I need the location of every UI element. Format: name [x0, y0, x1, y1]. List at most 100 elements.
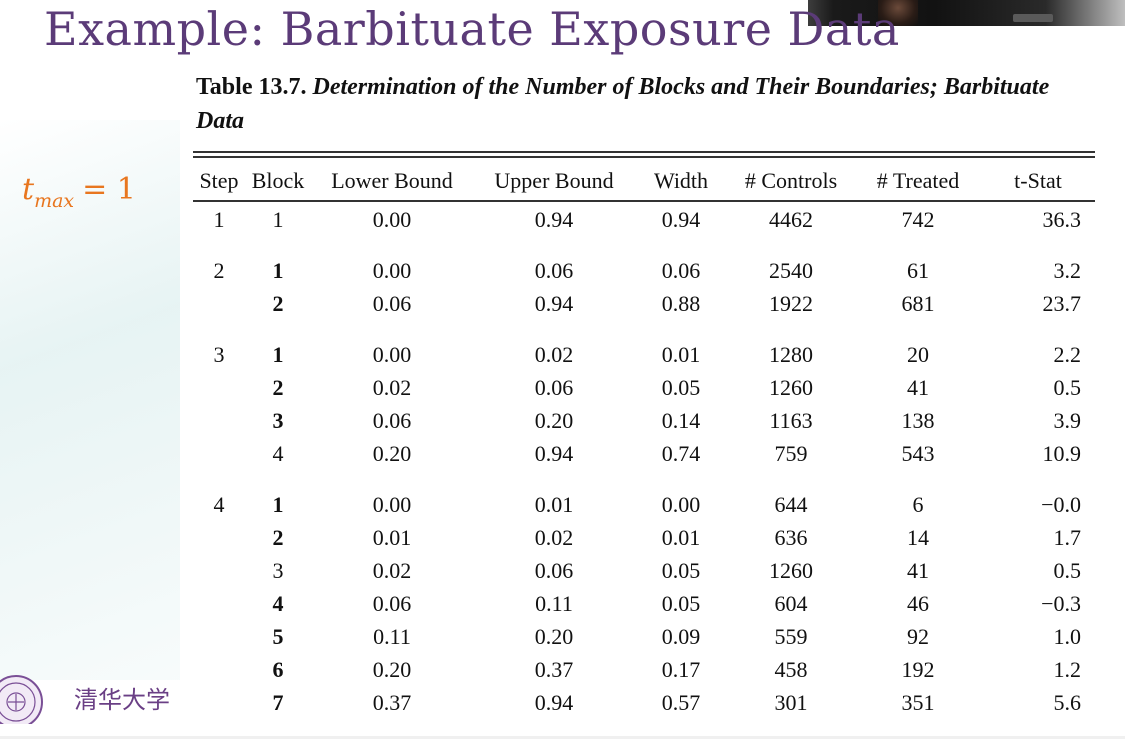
cell-lower-bound: 0.06 [372, 590, 412, 616]
cell-step [193, 437, 245, 470]
cell-width: 0.88 [661, 290, 701, 316]
cell-block: 2 [272, 290, 284, 316]
cell-t-stat: 3.2 [1053, 257, 1082, 283]
cell-treated: 92 [907, 623, 929, 649]
cell-upper-bound: 0.37 [534, 656, 574, 682]
cell-lower-bound: 0.37 [372, 689, 412, 715]
cell-width: 0.06 [661, 257, 701, 283]
cell-t-stat: 36.3 [1042, 206, 1082, 232]
cell-block: 1 [272, 257, 284, 283]
formula-subscript: max [34, 190, 75, 212]
cell-treated: 192 [901, 656, 935, 682]
cell-t-stat: 1.2 [1053, 656, 1082, 682]
cell-lower-bound: 0.20 [372, 656, 412, 682]
table-row: 6 0.20 0.37 0.17 458 192 1.2 [193, 653, 1095, 686]
table-row: 4 0.20 0.94 0.74 759 543 10.9 [193, 437, 1095, 470]
cell-block: 4 [272, 590, 284, 616]
cell-block: 3 [272, 557, 284, 583]
cell-t-stat: 1.0 [1053, 623, 1082, 649]
cell-width: 0.57 [661, 689, 701, 715]
cell-step [193, 371, 245, 404]
table-row: 4 1 0.00 0.01 0.00 644 6 −0.0 [193, 488, 1095, 521]
cell-upper-bound: 0.11 [535, 590, 573, 616]
cell-upper-bound: 0.02 [534, 524, 574, 550]
cell-lower-bound: 0.06 [372, 290, 412, 316]
cell-step [193, 287, 245, 320]
formula-variable: t [22, 172, 35, 207]
cell-upper-bound: 0.06 [534, 557, 574, 583]
group-spacer [193, 320, 1095, 338]
cell-controls: 1260 [769, 557, 813, 583]
device-image [1013, 14, 1053, 22]
cell-block: 2 [272, 374, 284, 400]
cell-block: 5 [272, 623, 284, 649]
table-row: 3 0.02 0.06 0.05 1260 41 0.5 [193, 554, 1095, 587]
cell-block: 7 [272, 689, 284, 715]
cell-width: 0.01 [661, 524, 701, 550]
cell-lower-bound: 0.00 [372, 341, 412, 367]
cell-lower-bound: 0.00 [372, 206, 412, 232]
background-decoration [0, 120, 180, 680]
cell-step [193, 686, 245, 719]
cell-t-stat: −0.3 [1041, 590, 1081, 616]
video-thumbnail [808, 0, 1125, 26]
cell-controls: 604 [774, 590, 808, 616]
table-row: 2 0.01 0.02 0.01 636 14 1.7 [193, 521, 1095, 554]
cell-t-stat: 5.6 [1053, 689, 1082, 715]
table-top-rule-2 [193, 156, 1095, 158]
cell-controls: 559 [774, 623, 808, 649]
cell-treated: 61 [907, 257, 929, 283]
cell-controls: 458 [774, 656, 808, 682]
cell-t-stat: 10.9 [1042, 440, 1082, 466]
header-controls: # Controls [744, 168, 838, 193]
cell-step [193, 587, 245, 620]
cell-width: 0.09 [661, 623, 701, 649]
cell-lower-bound: 0.00 [372, 491, 412, 517]
cell-upper-bound: 0.94 [534, 206, 574, 232]
cell-step [193, 554, 245, 587]
group-spacer [193, 470, 1095, 488]
cell-block: 4 [272, 440, 284, 466]
cell-step [193, 404, 245, 437]
cell-lower-bound: 0.20 [372, 440, 412, 466]
cell-t-stat: 1.7 [1053, 524, 1082, 550]
cell-t-stat: 2.2 [1053, 341, 1082, 367]
cell-width: 0.94 [661, 206, 701, 232]
cell-block: 1 [272, 491, 284, 517]
header-t-stat: t-Stat [1014, 168, 1062, 193]
cell-lower-bound: 0.02 [372, 557, 412, 583]
table-header-rule [193, 200, 1095, 202]
cell-step: 4 [213, 491, 225, 517]
header-lower-bound: Lower Bound [331, 168, 453, 193]
table-body: 1 1 0.00 0.94 0.94 4462 742 36.3 2 1 0.00 0.06 0.06 2… [193, 199, 1095, 719]
group-spacer [193, 236, 1095, 254]
cell-width: 0.74 [661, 440, 701, 466]
cell-controls: 4462 [769, 206, 813, 232]
cell-lower-bound: 0.00 [372, 257, 412, 283]
table-row: 3 0.06 0.20 0.14 1163 138 3.9 [193, 404, 1095, 437]
table-top-rule [193, 151, 1095, 153]
spacer-cell [193, 236, 1095, 254]
header-step: Step [199, 168, 239, 193]
formula-value: = 1 [82, 172, 136, 207]
cell-width: 0.00 [661, 491, 701, 517]
cell-block: 3 [272, 407, 284, 433]
cell-step: 1 [213, 206, 225, 232]
cell-treated: 543 [901, 440, 935, 466]
cell-block: 1 [272, 341, 284, 367]
cell-controls: 759 [774, 440, 808, 466]
table-row: 2 0.06 0.94 0.88 1922 681 23.7 [193, 287, 1095, 320]
cell-treated: 681 [901, 290, 935, 316]
cell-block: 2 [272, 524, 284, 550]
cell-treated: 46 [907, 590, 929, 616]
caption-text: Determination of the Number of Blocks an… [196, 74, 1050, 134]
cell-width: 0.01 [661, 341, 701, 367]
cell-width: 0.14 [661, 407, 701, 433]
cell-upper-bound: 0.01 [534, 491, 574, 517]
cell-t-stat: 0.5 [1053, 374, 1082, 400]
header-upper-bound: Upper Bound [494, 168, 614, 193]
cell-controls: 2540 [769, 257, 813, 283]
cell-controls: 644 [774, 491, 808, 517]
spacer-cell [193, 470, 1095, 488]
university-name: 清华大学 [74, 686, 170, 714]
